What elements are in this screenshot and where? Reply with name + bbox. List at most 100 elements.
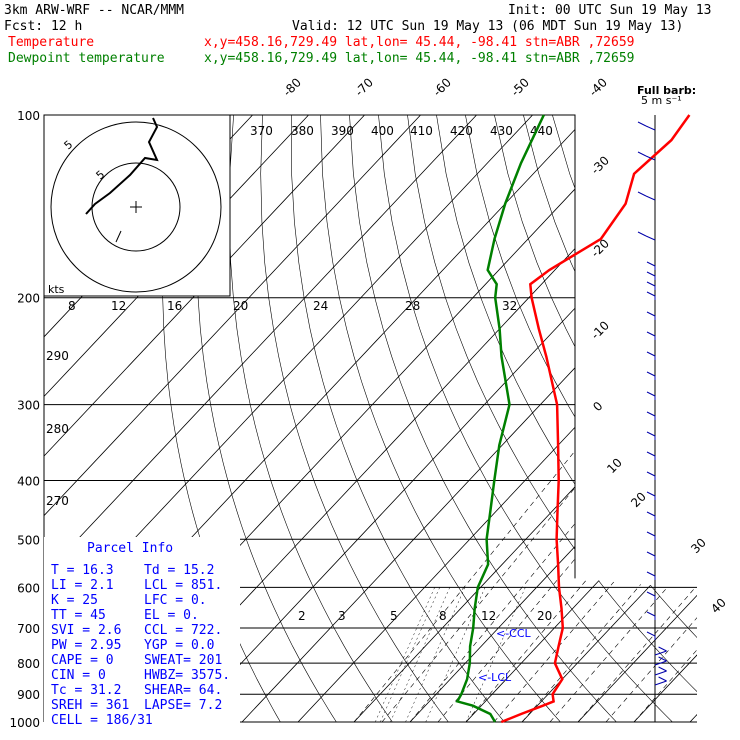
wind-barb-feather <box>646 431 656 437</box>
temp-axis-label: 16 <box>167 299 182 313</box>
temp-axis-label: 20 <box>233 299 248 313</box>
wind-barb-feather <box>646 471 656 477</box>
isotherm-label: -10 <box>588 318 612 342</box>
parcel-row-left: K = 25 <box>51 593 98 608</box>
theta-label: 400 <box>371 124 394 138</box>
parcel-row-right: LFC = 0. <box>144 593 207 608</box>
wind-barb <box>645 195 656 201</box>
dry-adiabat <box>668 115 697 722</box>
wind-barb-feather <box>646 291 656 297</box>
temp-axis-label: 12 <box>111 299 126 313</box>
parcel-row-left: T = 16.3 <box>51 563 114 578</box>
theta-label: 380 <box>291 124 314 138</box>
legend-dewpoint-loc: x,y=458.16,729.49 lat,lon= 45.44, -98.41… <box>204 51 634 66</box>
isotherm-label: -50 <box>508 75 532 99</box>
parcel-row-right: Td = 15.2 <box>144 563 214 578</box>
isotherm-line <box>241 115 697 722</box>
theta-label: 280 <box>46 422 69 436</box>
parcel-row-right: SWEAT= 201 <box>144 653 222 668</box>
dry-adiabat <box>407 115 697 722</box>
isotherm-label: 0 <box>590 399 605 414</box>
pressure-label: 200 <box>17 292 40 306</box>
parcel-info-panel: Parcel Info T = 16.3 Td = 15.2 LI = 2.1 LCL… <box>44 537 240 728</box>
mixing-ratio-label: 3 <box>338 609 346 623</box>
header-init: Init: 00 UTC Sun 19 May 13 <box>508 3 712 18</box>
theta-label: 420 <box>450 124 473 138</box>
isotherm-label: -80 <box>280 75 304 99</box>
wind-barb-feather <box>637 191 647 197</box>
mixing-ratio-label: 2 <box>298 609 306 623</box>
mixing-ratio-line <box>375 587 435 722</box>
temperature-profile <box>500 114 691 724</box>
dry-adiabat <box>436 115 697 722</box>
theta-label: 390 <box>331 124 354 138</box>
pressure-label: 100 <box>17 109 40 123</box>
parcel-row-right: HWBZ= 3575. <box>144 668 230 683</box>
wind-barb-feather <box>646 411 656 417</box>
parcel-row-left: CIN = 0 <box>51 668 106 683</box>
dry-adiabat <box>320 115 573 722</box>
moist-adiabat <box>633 297 697 722</box>
wind-barb-feather <box>646 311 656 317</box>
isotherm-label: -30 <box>588 153 612 177</box>
isotherm-label: -60 <box>430 75 454 99</box>
dry-adiabat <box>378 115 686 722</box>
mixing-ratio-line <box>425 587 486 722</box>
dewpoint-profile <box>455 114 545 723</box>
dry-adiabat <box>726 115 740 735</box>
theta-label: 290 <box>46 349 69 363</box>
parcel-row-left: CAPE = 0 <box>51 653 114 668</box>
temp-axis-label: 24 <box>313 299 328 313</box>
pressure-label: 600 <box>17 581 40 595</box>
profiles <box>455 114 691 724</box>
wind-barb-feather <box>646 511 656 517</box>
header-title: 3km ARW-WRF -- NCAR/MMM <box>4 3 184 18</box>
isotherm-label: 40 <box>708 595 729 616</box>
isotherm-line <box>521 115 697 722</box>
wind-barb-feather <box>646 551 656 557</box>
mixing-ratio-line <box>390 587 451 722</box>
wind-barb-feather <box>646 611 656 617</box>
legend-temperature: Temperature <box>8 35 94 50</box>
header-valid: Valid: 12 UTC Sun 19 May 13 (06 MDT Sun … <box>292 19 683 34</box>
wind-barb <box>645 235 656 241</box>
parcel-row-left: SVI = 2.6 <box>51 623 121 638</box>
wind-barb-feather <box>637 231 647 237</box>
dry-adiabat <box>260 115 459 722</box>
mixing-ratio-label: 12 <box>481 609 496 623</box>
temp-axis-label: 8 <box>68 299 76 313</box>
parcel-row-right: SHEAR= 64. <box>144 683 222 698</box>
hodograph-frame <box>43 114 231 297</box>
wind-barb <box>654 680 667 686</box>
theta-label: 270 <box>46 494 69 508</box>
ccl-label: <-CCL <box>496 627 532 640</box>
isotherm-line <box>44 115 477 722</box>
hodograph-tick <box>115 230 122 243</box>
pressure-label: 300 <box>17 399 40 413</box>
wind-barb-feather <box>658 656 667 662</box>
pressure-label: 1000 <box>9 716 40 730</box>
isotherm-label: 10 <box>604 455 625 476</box>
pressure-label: 800 <box>17 657 40 671</box>
isotherm-line <box>633 115 697 722</box>
parcel-row-right: EL = 0. <box>144 608 199 623</box>
theta-label: 410 <box>410 124 433 138</box>
moist-adiabat <box>577 297 697 722</box>
parcel-row-right: LCL = 851. <box>144 578 222 593</box>
wind-barb-feather <box>646 631 656 637</box>
isotherm-line <box>689 115 697 722</box>
wind-barb-feather <box>658 646 667 652</box>
dry-adiabat <box>581 115 697 722</box>
moist-adiabat <box>437 297 697 722</box>
header-fcst: Fcst: 12 h <box>4 19 82 34</box>
parcel-row-left: SREH = 361 <box>51 698 129 713</box>
hodograph-trace <box>85 117 159 215</box>
isotherm-label: -40 <box>586 75 610 99</box>
wind-barb-feather <box>646 271 656 277</box>
isotherm-line <box>44 115 421 722</box>
wind-barb-feather <box>646 571 656 577</box>
mixing-ratio-line <box>380 587 440 722</box>
moist-adiabat <box>353 297 697 722</box>
parcel-row-left: LI = 2.1 <box>51 578 114 593</box>
